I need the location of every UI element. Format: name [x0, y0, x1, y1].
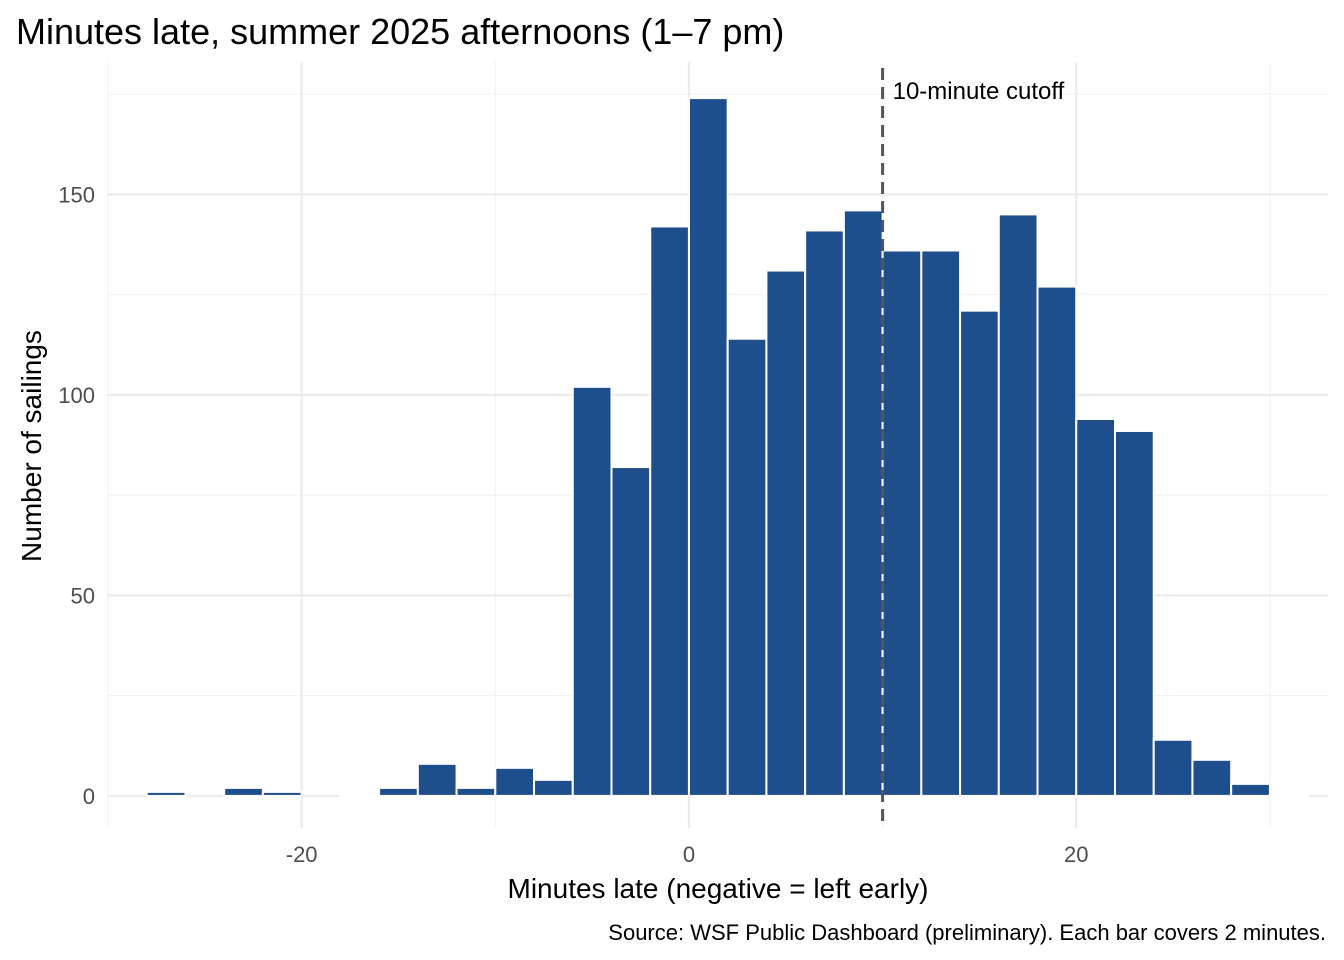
- histogram-bar: [1036, 285, 1078, 797]
- histogram-bar: [1268, 793, 1310, 797]
- histogram-bar: [1191, 758, 1233, 797]
- histogram-bar: [610, 466, 652, 797]
- y-tick-label: 100: [58, 383, 95, 408]
- y-tick-label: 150: [58, 182, 95, 207]
- histogram-bar: [494, 766, 536, 797]
- histogram-bar: [687, 97, 729, 797]
- chart-caption: Source: WSF Public Dashboard (preliminar…: [608, 920, 1326, 945]
- histogram-bar: [649, 225, 690, 797]
- histogram-bar: [416, 762, 458, 797]
- histogram-bar: [842, 209, 884, 797]
- x-tick-label: 20: [1064, 842, 1088, 867]
- histogram-bar: [571, 385, 613, 797]
- histogram-bar: [726, 337, 768, 797]
- histogram-bar: [533, 778, 574, 797]
- y-tick-label: 0: [83, 784, 95, 809]
- histogram-bar: [1075, 417, 1116, 797]
- histogram-bar: [378, 786, 419, 797]
- histogram-bar: [920, 249, 962, 797]
- histogram-bar: [1113, 429, 1155, 797]
- x-tick-label: 0: [683, 842, 695, 867]
- cutoff-label: 10-minute cutoff: [893, 78, 1065, 105]
- histogram-bar: [261, 790, 303, 797]
- histogram-bar: [804, 229, 845, 797]
- y-axis-title: Number of sailings: [16, 330, 47, 562]
- histogram-bars: [145, 97, 1310, 797]
- histogram-bar: [455, 786, 497, 797]
- x-axis-title: Minutes late (negative = left early): [508, 873, 929, 904]
- histogram-bar: [339, 793, 381, 797]
- axis-ticks: -20 0 20 0 50 100 150: [58, 182, 1088, 867]
- chart-title: Minutes late, summer 2025 afternoons (1–…: [16, 11, 784, 52]
- histogram-bar: [765, 269, 807, 797]
- histogram-bar: [959, 309, 1000, 797]
- histogram-bar: [223, 786, 264, 797]
- x-tick-label: -20: [286, 842, 318, 867]
- histogram-bar: [1152, 738, 1194, 797]
- histogram-bar: [881, 249, 923, 797]
- y-tick-label: 50: [71, 583, 95, 608]
- histogram-bar: [997, 213, 1039, 797]
- histogram-bar: [1230, 782, 1271, 797]
- histogram-bar: [145, 790, 187, 797]
